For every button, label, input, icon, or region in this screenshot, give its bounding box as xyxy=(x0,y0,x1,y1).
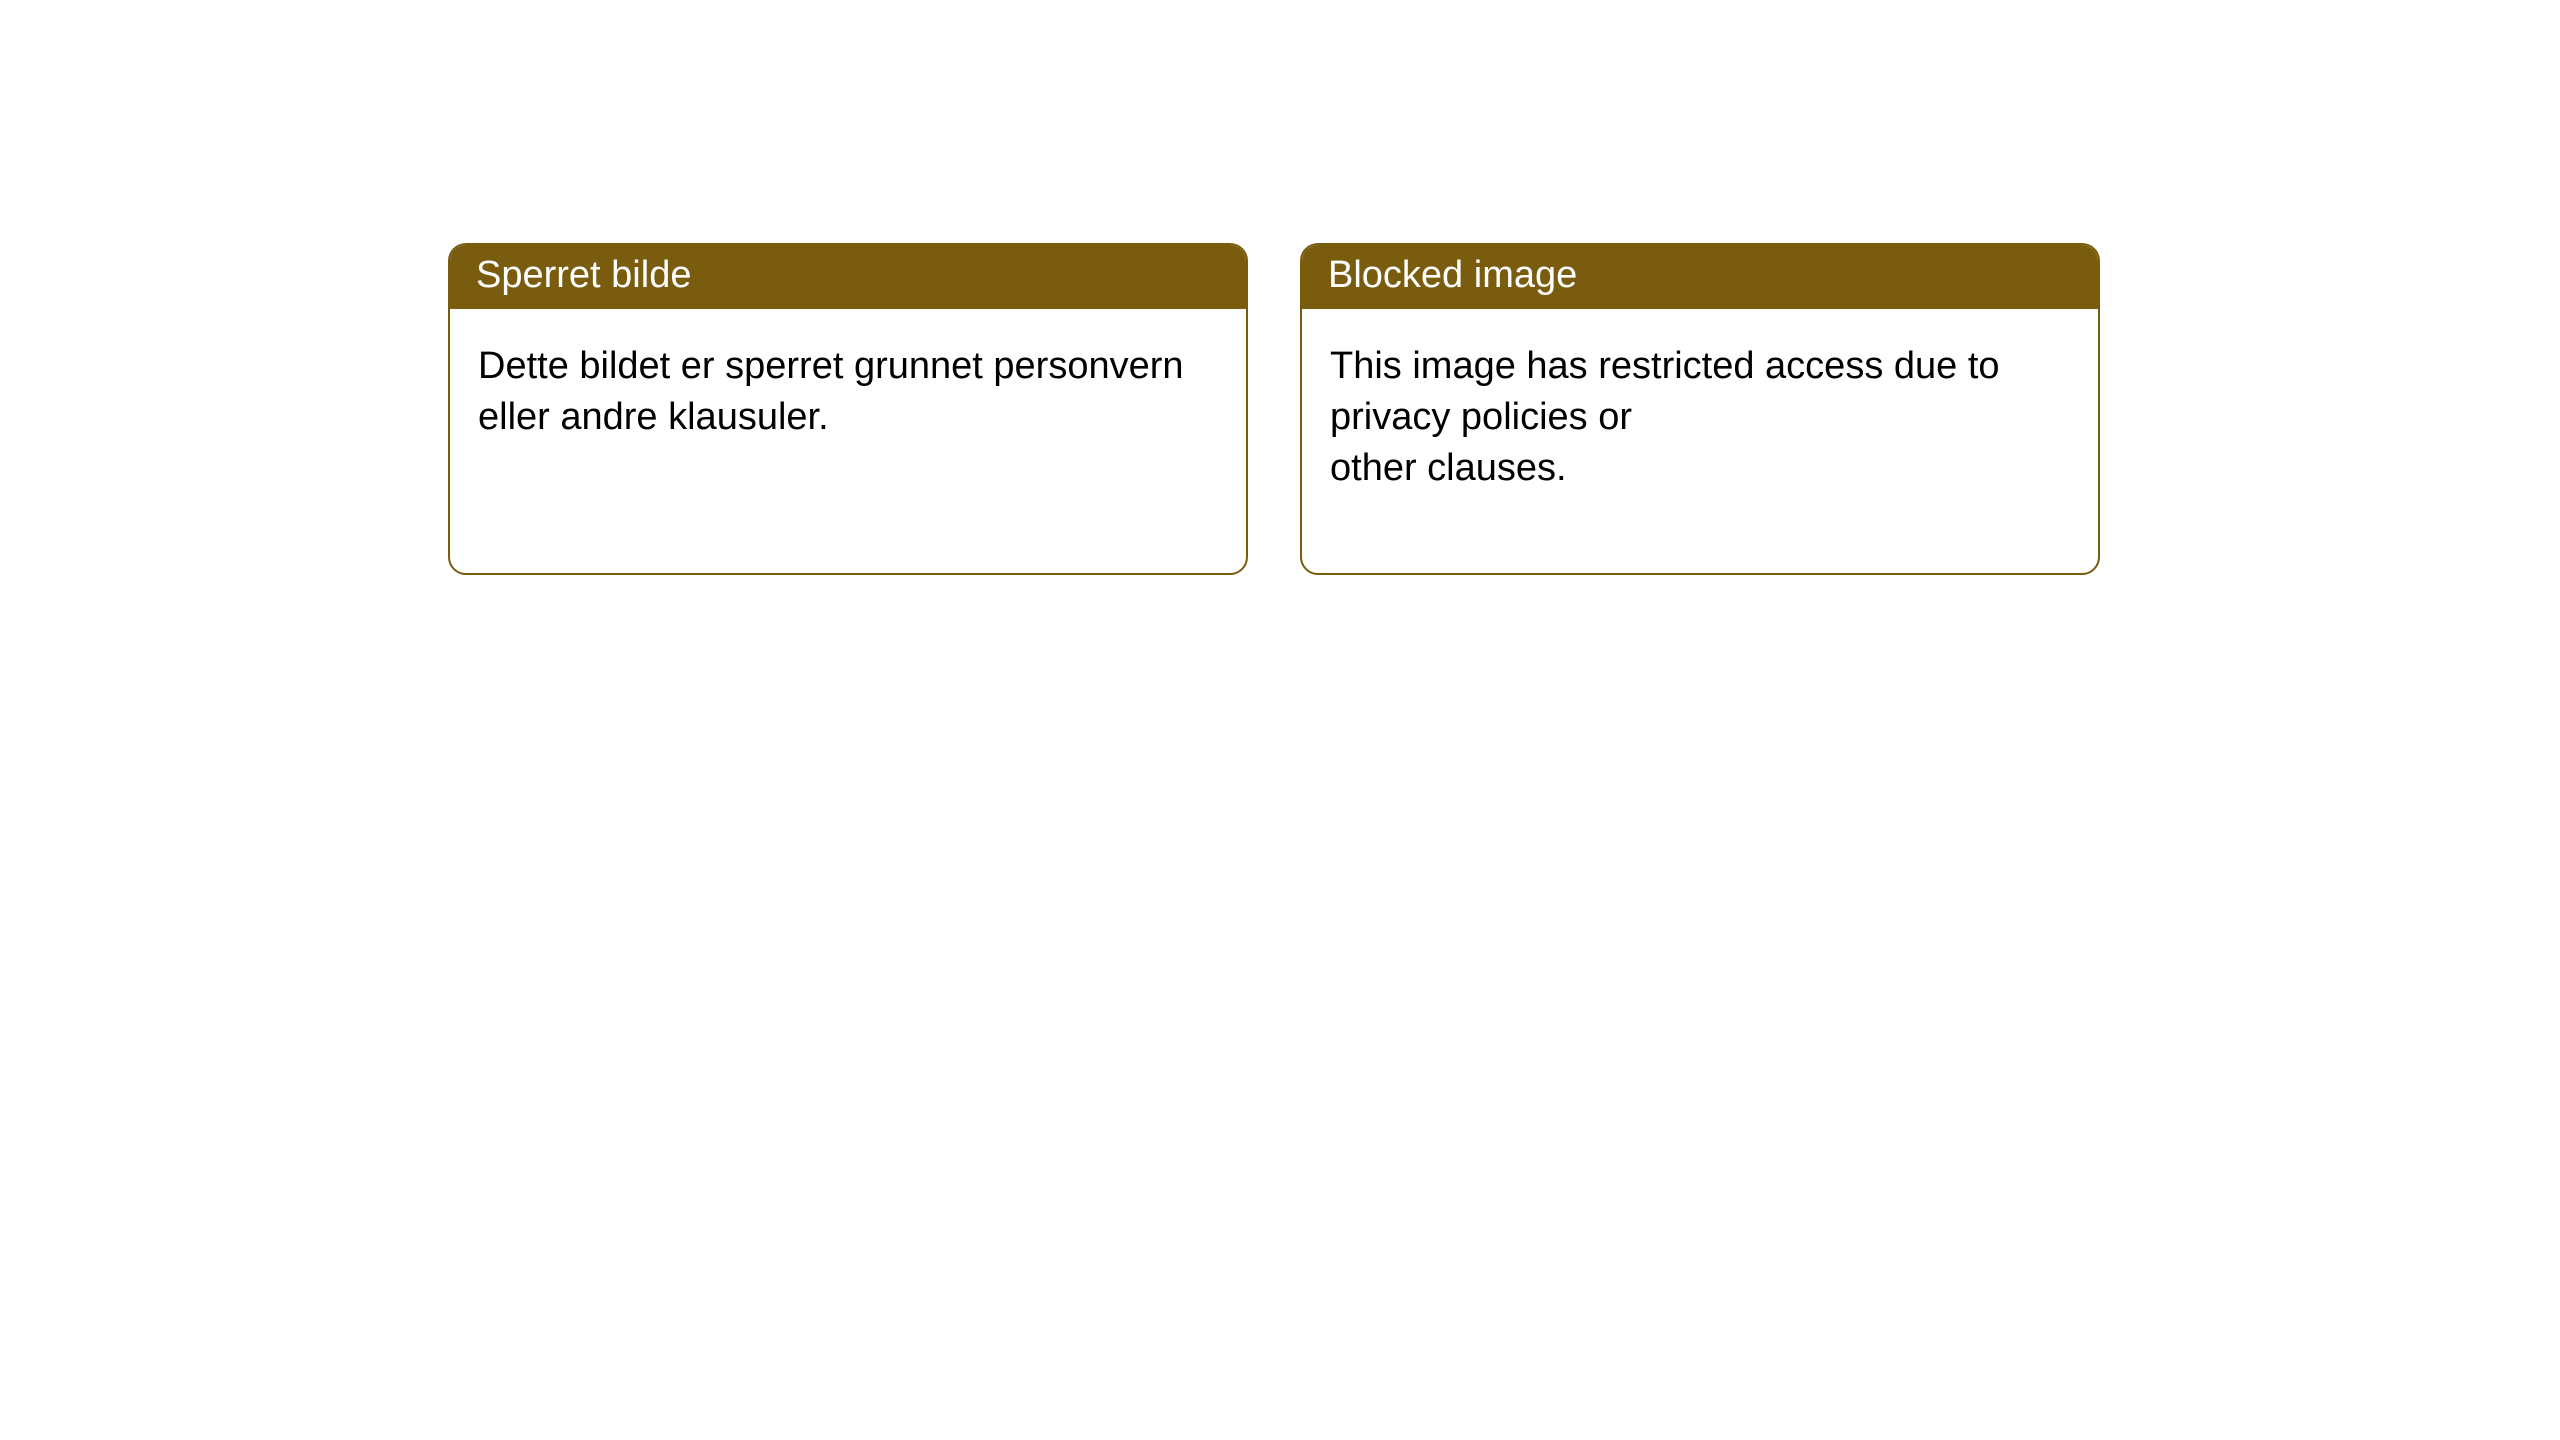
card-header-no: Sperret bilde xyxy=(450,245,1246,309)
blocked-image-card-no: Sperret bilde Dette bildet er sperret gr… xyxy=(448,243,1248,575)
card-body-no: Dette bildet er sperret grunnet personve… xyxy=(450,309,1246,476)
blocked-image-card-en: Blocked image This image has restricted … xyxy=(1300,243,2100,575)
card-body-en: This image has restricted access due to … xyxy=(1302,309,2098,527)
notice-container: Sperret bilde Dette bildet er sperret gr… xyxy=(0,0,2560,575)
card-header-en: Blocked image xyxy=(1302,245,2098,309)
